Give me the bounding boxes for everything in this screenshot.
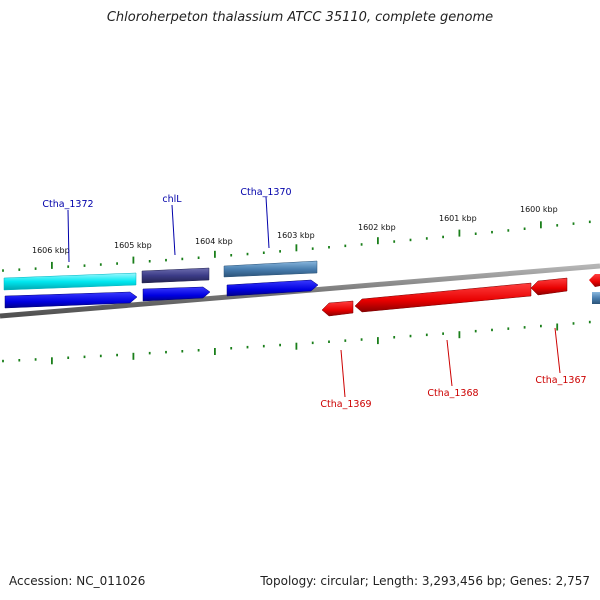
gene-ctha-1370[interactable] — [226, 279, 319, 297]
kbp-label-1600: 1600 kbp — [520, 205, 558, 214]
genome-summary-text: Topology: circular; Length: 3,293,456 bp… — [260, 574, 590, 588]
gene-offscreen-right — [589, 274, 600, 287]
label-ctha-1367[interactable]: Ctha_1367 — [535, 375, 586, 386]
leader-ctha-1368 — [446, 339, 453, 387]
leader-ctha-1369 — [340, 349, 346, 398]
accession-text: Accession: NC_011026 — [9, 574, 146, 588]
kbp-scale-labels: 1606 kbp 1605 kbp 1604 kbp 1603 kbp 1602… — [32, 205, 558, 255]
outer-tick-ring — [2, 220, 591, 272]
feature-ctha-1370[interactable] — [223, 260, 318, 278]
kbp-label-1603: 1603 kbp — [277, 231, 315, 240]
label-leader-lines — [67, 196, 561, 398]
reverse-strand-genes — [321, 274, 600, 317]
leader-ctha-1372 — [67, 209, 70, 263]
kbp-label-1604: 1604 kbp — [195, 237, 233, 246]
gene-chll[interactable] — [142, 286, 211, 302]
feature-chll[interactable] — [141, 267, 210, 284]
kbp-label-1601: 1601 kbp — [439, 214, 477, 223]
gene-ctha-1367[interactable] — [530, 277, 568, 296]
inner-tick-ring — [2, 320, 591, 365]
feature-track — [3, 260, 600, 304]
genome-title: Chloroherpeton thalassium ATCC 35110, co… — [106, 10, 494, 25]
gene-labels: Ctha_1372 chlL Ctha_1370 Ctha_1369 Ctha_… — [42, 187, 586, 410]
kbp-label-1606: 1606 kbp — [32, 246, 70, 255]
leader-ctha-1370 — [265, 196, 270, 249]
label-ctha-1369[interactable]: Ctha_1369 — [320, 399, 371, 410]
label-ctha-1370[interactable]: Ctha_1370 — [240, 187, 291, 198]
kbp-label-1605: 1605 kbp — [114, 241, 152, 250]
gene-ctha-1368[interactable] — [354, 282, 532, 313]
label-chll[interactable]: chlL — [162, 194, 182, 205]
leader-ctha-1367 — [554, 327, 561, 374]
label-ctha-1368[interactable]: Ctha_1368 — [427, 388, 478, 399]
feature-offscreen-right — [592, 292, 600, 304]
label-ctha-1372[interactable]: Ctha_1372 — [42, 199, 93, 210]
leader-chll — [171, 204, 176, 256]
gene-ctha-1369[interactable] — [321, 300, 354, 317]
gene-ctha-1372[interactable] — [4, 291, 138, 309]
forward-strand-genes — [4, 279, 319, 309]
feature-ctha-1372[interactable] — [3, 272, 137, 291]
kbp-label-1602: 1602 kbp — [358, 223, 396, 232]
